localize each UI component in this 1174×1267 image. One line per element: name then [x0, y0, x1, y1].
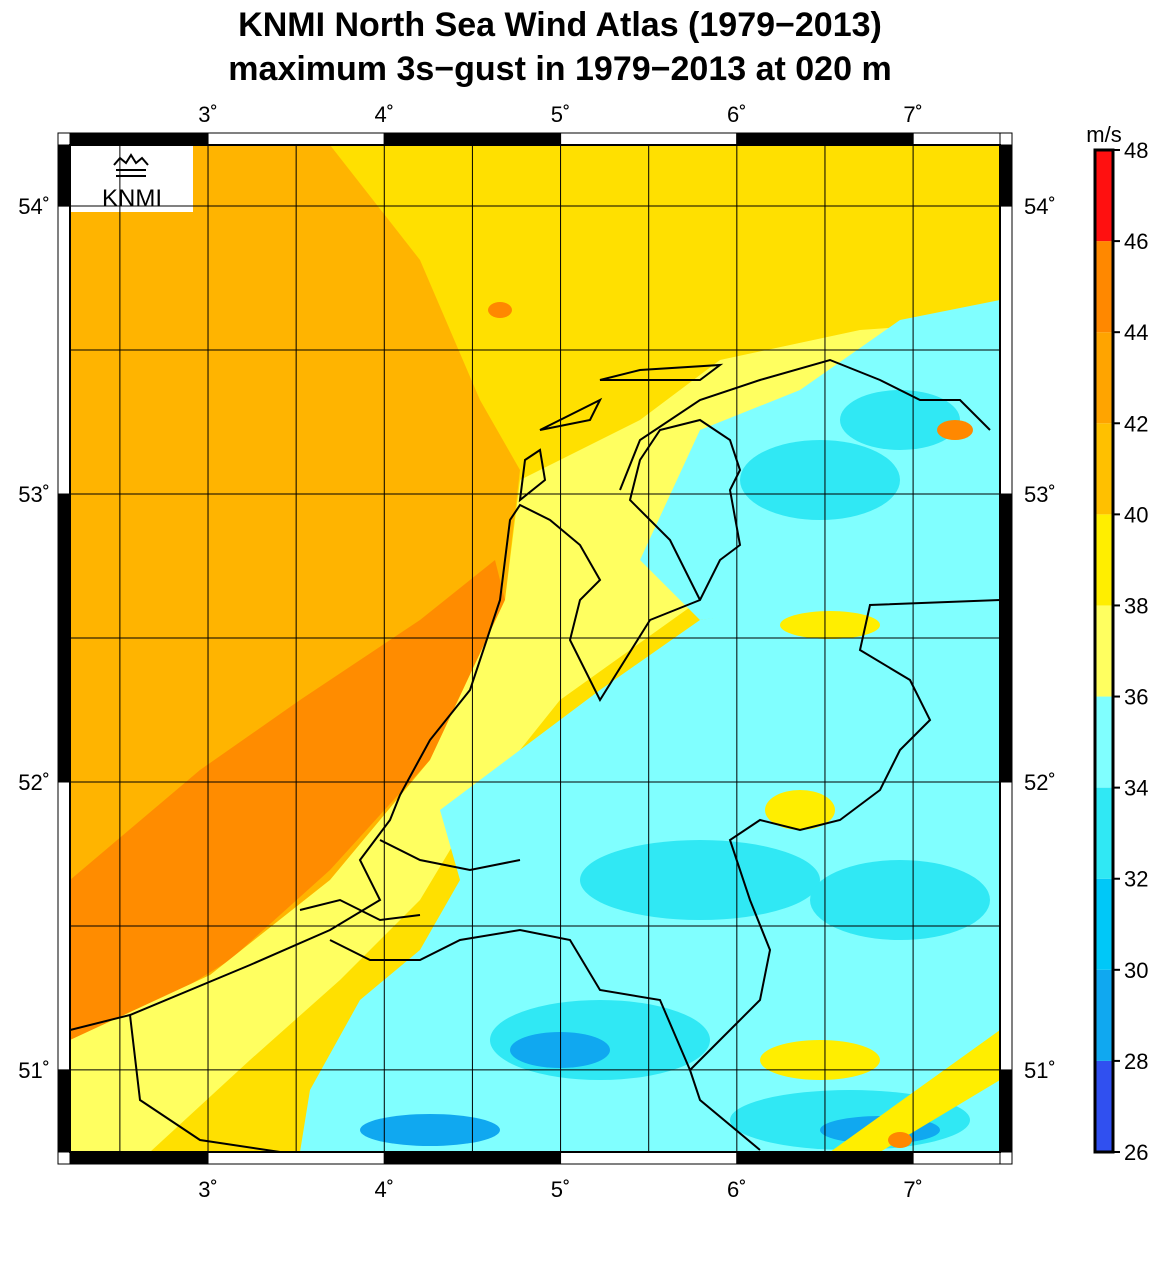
lat-tick-label: 51˚	[1024, 1058, 1056, 1083]
frame-bar	[57, 1069, 71, 1153]
colorbar-label: 32	[1124, 867, 1148, 892]
frame-bar	[912, 1151, 1001, 1165]
colorbar-label: 34	[1124, 776, 1148, 801]
lat-tick-label: 53˚	[18, 482, 50, 507]
frame-bar	[57, 493, 71, 783]
lat-tick-label: 54˚	[18, 194, 50, 219]
colorbar-label: 40	[1124, 502, 1148, 527]
frame-bar	[736, 132, 914, 146]
colorbar-label: 36	[1124, 685, 1148, 710]
frame-bar	[999, 493, 1013, 783]
lon-tick-label: 7˚	[903, 1177, 923, 1202]
title: KNMI North Sea Wind Atlas (1979−2013)	[238, 6, 882, 44]
colorbar-segment	[1095, 605, 1113, 697]
colorbar-segment	[1095, 332, 1113, 424]
colorbar-segment	[1095, 878, 1113, 970]
colorbar-segment	[1095, 150, 1113, 242]
lat-tick-label: 53˚	[1024, 482, 1056, 507]
colorbar-unit: m/s	[1086, 122, 1121, 147]
colorbar-label: 42	[1124, 411, 1148, 436]
colorbar-segment	[1095, 423, 1113, 515]
frame-bar	[560, 1151, 738, 1165]
lat-tick-label: 52˚	[1024, 770, 1056, 795]
frame-bar	[69, 132, 209, 146]
lon-tick-label: 5˚	[551, 1177, 571, 1202]
colorbar-segment	[1095, 969, 1113, 1061]
lon-tick-label: 3˚	[198, 1177, 218, 1202]
frame-bar	[736, 1151, 914, 1165]
frame-bar	[57, 205, 71, 495]
frame-bar	[69, 1151, 209, 1165]
map-frame	[57, 132, 1013, 1165]
frame-bar	[999, 1069, 1013, 1153]
frame-bar	[999, 781, 1013, 1071]
frame-bar	[57, 144, 71, 207]
frame-bar	[999, 144, 1013, 207]
colorbar-label: 38	[1124, 593, 1148, 618]
frame-bar	[207, 132, 385, 146]
lon-tick-label: 5˚	[551, 102, 571, 127]
lat-tick-label: 54˚	[1024, 194, 1056, 219]
wind-field	[70, 145, 1000, 1152]
lon-tick-label: 3˚	[198, 102, 218, 127]
lat-tick-label: 51˚	[18, 1058, 50, 1083]
frame-bar	[383, 132, 562, 146]
colorbar-segment	[1095, 787, 1113, 879]
subtitle: maximum 3s−gust in 1979−2013 at 020 m	[228, 50, 891, 88]
colorbar-label: 44	[1124, 320, 1148, 345]
frame-bar	[383, 1151, 562, 1165]
frame-bar	[912, 132, 1001, 146]
colorbar-label: 30	[1124, 958, 1148, 983]
frame-bar	[560, 132, 738, 146]
frame-bar	[57, 781, 71, 1071]
colorbar-segment	[1095, 696, 1113, 788]
colorbar-label: 26	[1124, 1140, 1148, 1165]
colorbar-border	[1093, 148, 1115, 1154]
colorbar-segment	[1095, 514, 1113, 606]
logo-text: KNMI	[102, 185, 162, 212]
colorbar-segment	[1095, 1060, 1113, 1152]
lon-tick-label: 6˚	[727, 1177, 747, 1202]
lat-tick-label: 52˚	[18, 770, 50, 795]
colorbar-label: 28	[1124, 1049, 1148, 1074]
map-border	[69, 144, 1001, 1153]
frame-bar	[207, 1151, 385, 1165]
lon-tick-label: 4˚	[375, 102, 395, 127]
lon-tick-label: 6˚	[727, 102, 747, 127]
frame-bar	[999, 205, 1013, 495]
colorbar-label: 48	[1124, 138, 1148, 163]
lon-tick-label: 7˚	[903, 102, 923, 127]
colorbar-label: 46	[1124, 229, 1148, 254]
colorbar-segment	[1095, 241, 1113, 333]
lon-tick-label: 4˚	[375, 1177, 395, 1202]
